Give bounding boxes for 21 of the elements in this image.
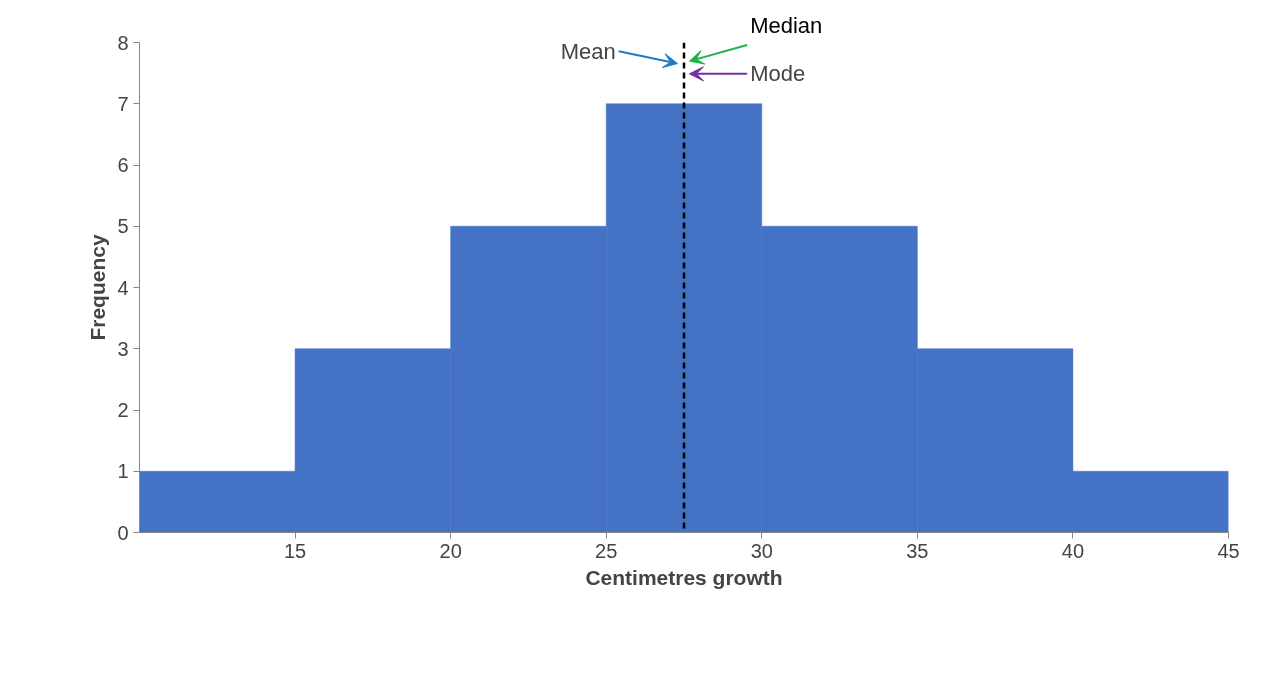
y-tick-label: 5 [117, 215, 129, 238]
x-tick-label: 40 [1061, 539, 1085, 562]
text: Median [750, 12, 823, 38]
y-tick-label: 3 [117, 337, 129, 360]
y-tick-label: 8 [117, 31, 129, 54]
annotation: Mode [750, 61, 806, 87]
x-tick-label: 45 [1217, 539, 1240, 562]
x-tick-label: 30 [750, 539, 773, 562]
y-axis-title: Frequency [86, 234, 110, 341]
x-tick-label: 20 [439, 539, 462, 562]
y-tick-label: 6 [117, 154, 129, 176]
y-tick-label: 2 [117, 399, 129, 421]
annotation: Mean [560, 38, 616, 64]
x-tick-label: 35 [906, 539, 929, 562]
x-tick-label: 25 [595, 539, 618, 562]
y-tick-label: 1 [117, 460, 129, 483]
y-tick-label: 0 [117, 521, 129, 544]
y-tick-label: 7 [117, 92, 129, 115]
x-tick-label: 15 [283, 539, 307, 562]
y-tick-label: 4 [117, 276, 129, 299]
x-axis-title: Centimetres growth [585, 565, 783, 589]
